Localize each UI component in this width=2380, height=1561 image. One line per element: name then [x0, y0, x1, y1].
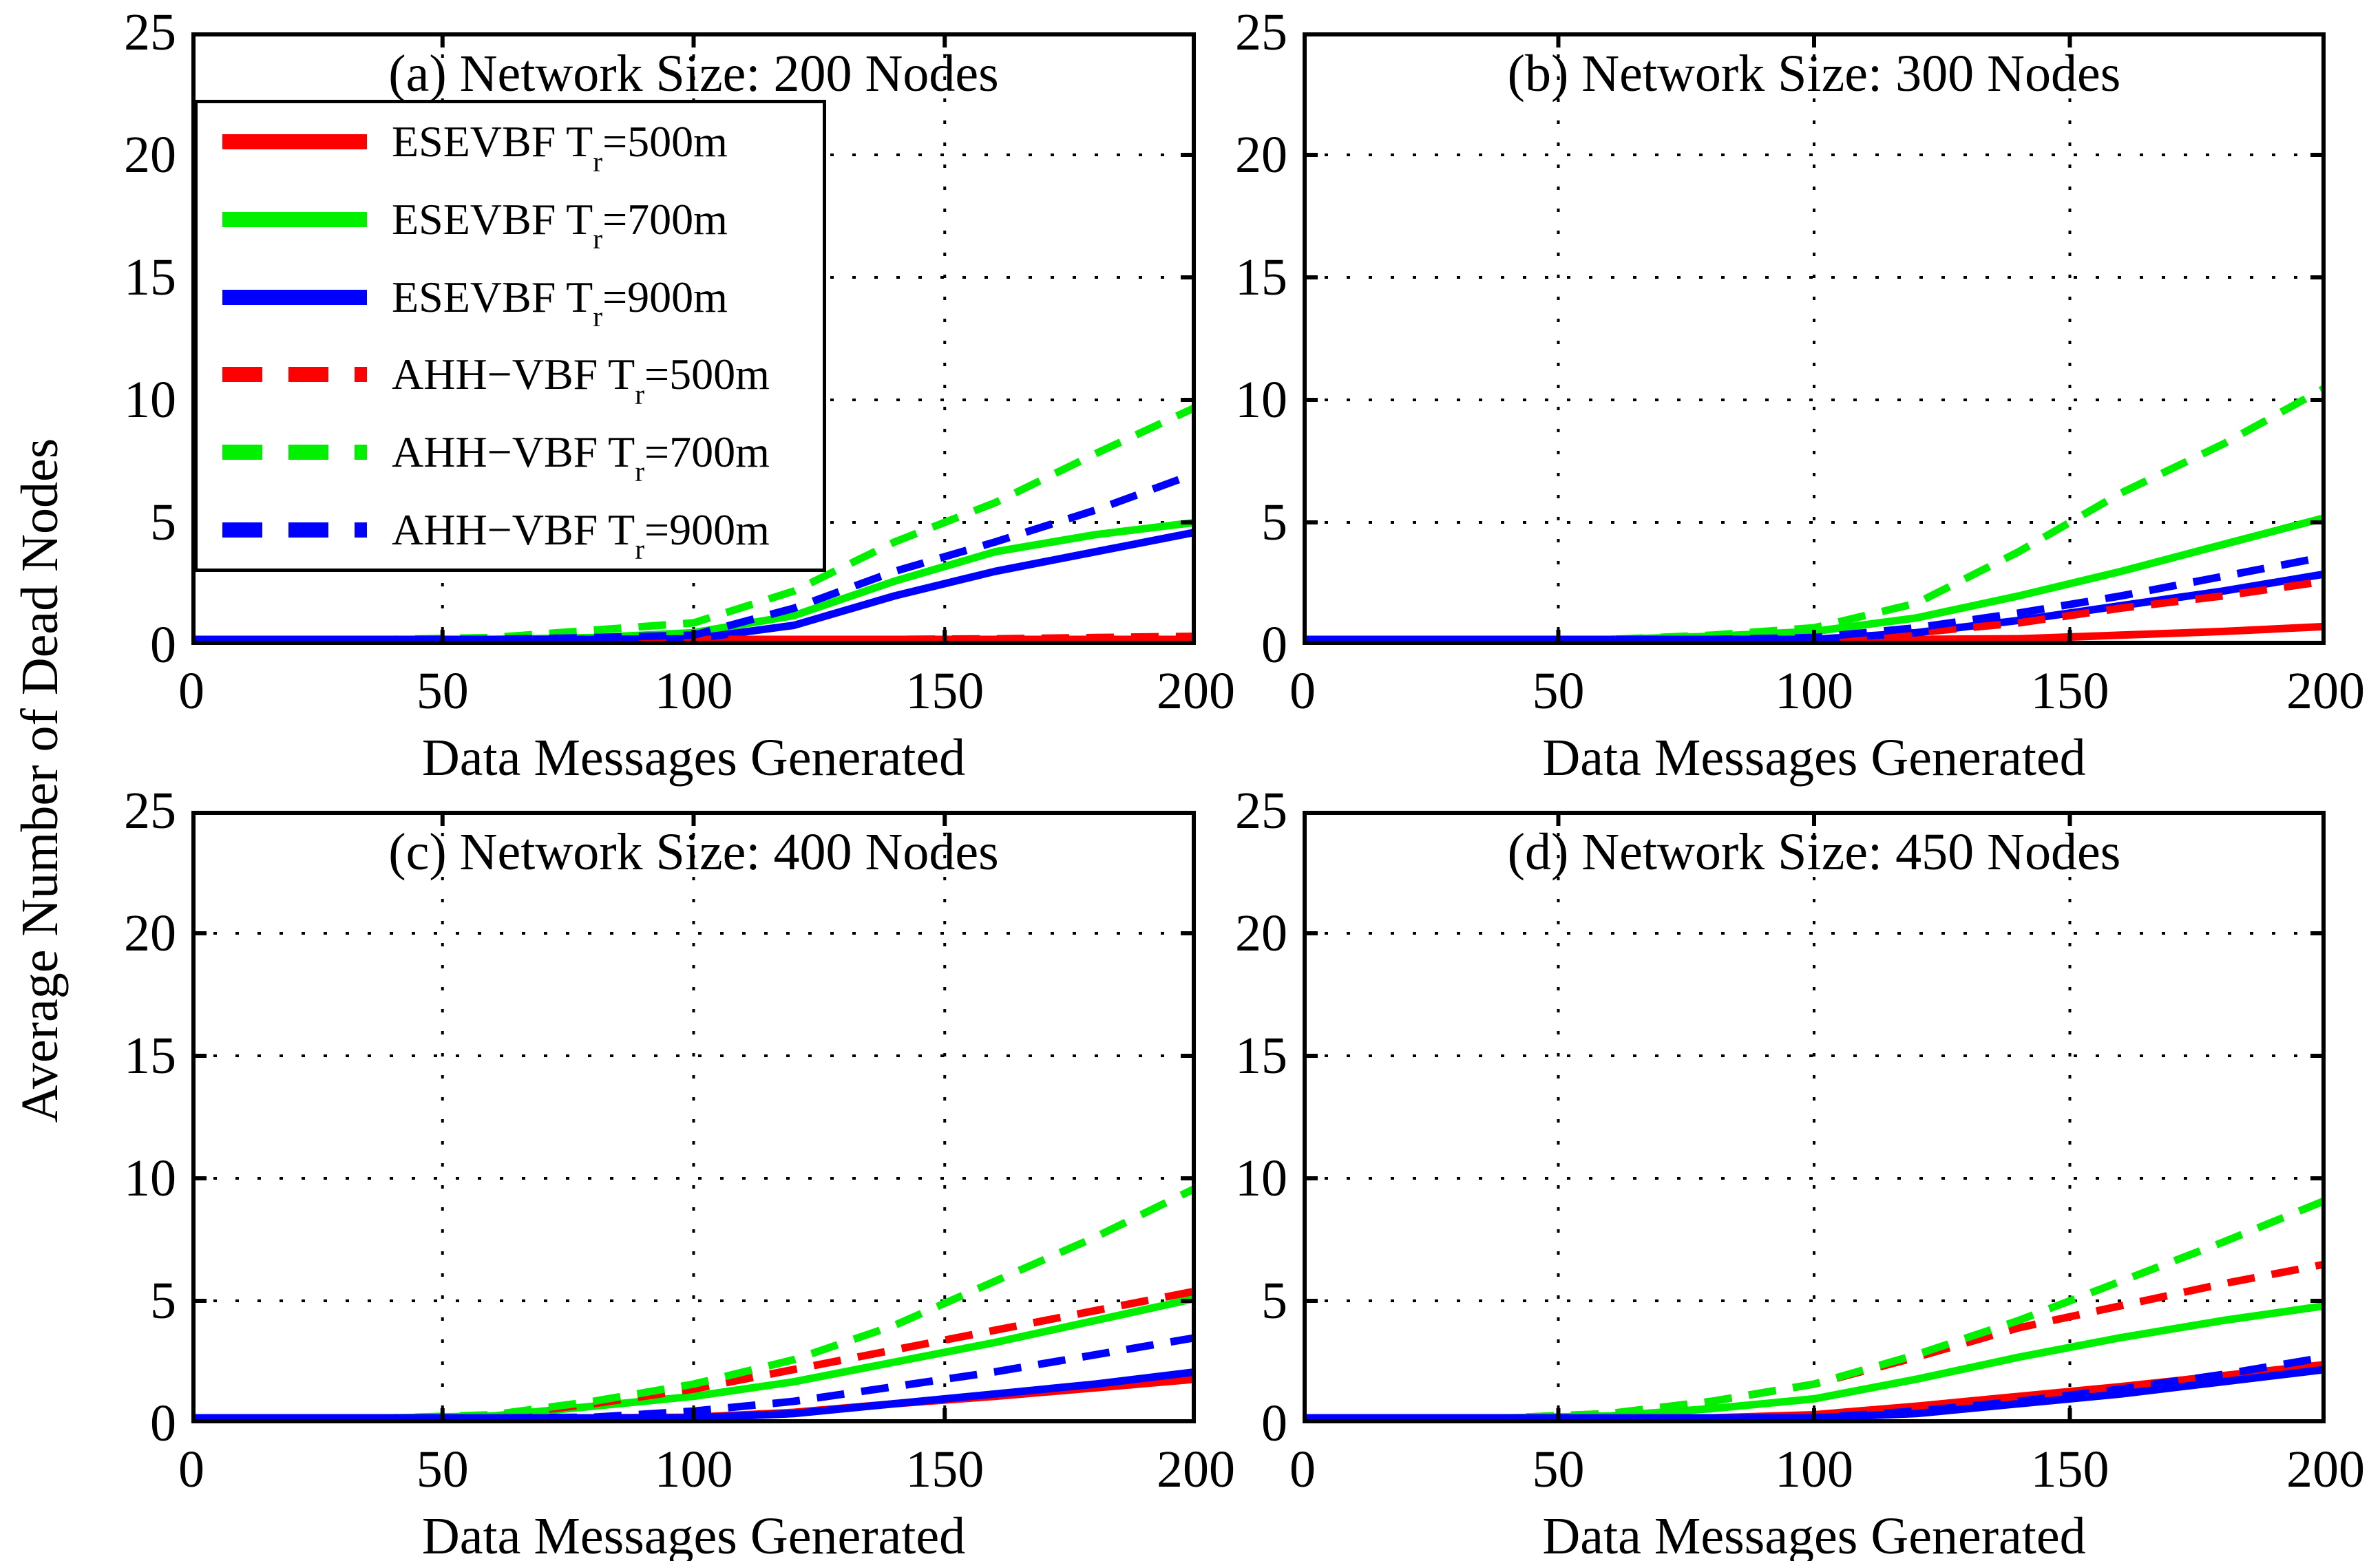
x-axis-label-c: Data Messages Generated: [421, 1507, 966, 1561]
x-tick-label: 200: [2286, 662, 2365, 720]
axis-frame: [1303, 32, 2326, 645]
legend-item: ESEVBF Tr=900m: [198, 261, 823, 334]
plot-area-d: [1303, 811, 2326, 1423]
x-axis-label-d: Data Messages Generated: [1542, 1507, 2086, 1561]
x-tick-label: 0: [178, 1441, 204, 1498]
y-tick-label: 0: [1261, 616, 1287, 674]
y-tick-label: 5: [150, 493, 176, 551]
legend-item-label: AHH−VBF Tr=900m: [392, 505, 770, 565]
x-tick-label: 100: [654, 1441, 733, 1498]
series-esevbf-tr-700m: [1303, 513, 2326, 644]
x-tick-label: 200: [2286, 1441, 2365, 1498]
x-tick-label: 150: [905, 1441, 984, 1498]
legend-item: AHH−VBF Tr=900m: [198, 493, 823, 566]
x-tick-label: 0: [178, 662, 204, 720]
y-tick-label: 10: [124, 371, 176, 429]
x-tick-label: 50: [416, 1441, 469, 1498]
legend-line-sample: [222, 289, 367, 305]
axis-frame: [1303, 811, 2326, 1423]
legend-item: ESEVBF Tr=700m: [198, 183, 823, 256]
legend-item: ESEVBF Tr=500m: [198, 105, 823, 178]
legend-line-sample: [222, 367, 367, 383]
y-tick-label: 15: [124, 248, 176, 306]
y-tick-label: 20: [124, 904, 176, 962]
legend-item-label: ESEVBF Tr=500m: [392, 117, 728, 178]
plot-area-c: [191, 811, 1196, 1423]
legend-item-label: AHH−VBF Tr=700m: [392, 427, 770, 488]
y-tick-label: 20: [1235, 904, 1287, 962]
legend-line-sample: [222, 211, 367, 227]
legend-item-label: ESEVBF Tr=700m: [392, 194, 728, 255]
y-tick-label: 15: [124, 1027, 176, 1085]
x-tick-label: 50: [1532, 1441, 1585, 1498]
x-tick-label: 50: [1532, 662, 1585, 720]
legend: ESEVBF Tr=500m ESEVBF Tr=700m ESEVBF Tr=90…: [194, 100, 826, 572]
series-ahh-vbf-tr-700m: [1303, 384, 2326, 644]
legend-item: AHH−VBF Tr=700m: [198, 416, 823, 489]
y-tick-label: 0: [150, 1394, 176, 1452]
x-tick-label: 200: [1157, 662, 1235, 720]
axis-frame: [191, 811, 1196, 1423]
y-tick-label: 0: [150, 616, 176, 674]
legend-item: AHH−VBF Tr=500m: [198, 338, 823, 411]
series-ahh-vbf-tr-700m: [191, 1185, 1196, 1422]
legend-line-sample: [222, 444, 367, 460]
x-tick-label: 150: [2030, 662, 2109, 720]
x-tick-label: 200: [1157, 1441, 1235, 1498]
y-tick-label: 20: [1235, 126, 1287, 184]
y-tick-label: 5: [1261, 1272, 1287, 1330]
y-tick-label: 0: [1261, 1394, 1287, 1452]
y-tick-label: 10: [124, 1149, 176, 1207]
y-tick-label: 25: [124, 782, 176, 840]
series-ahh-vbf-tr-700m: [191, 403, 1196, 644]
y-tick-label: 25: [1235, 782, 1287, 840]
plot-area-b: [1303, 32, 2326, 645]
x-axis-label-b: Data Messages Generated: [1542, 729, 2086, 787]
plot-area-a: [191, 32, 1196, 645]
x-tick-label: 50: [416, 662, 469, 720]
y-tick-label: 15: [1235, 1027, 1287, 1085]
axis-frame: [191, 32, 1196, 645]
x-tick-label: 100: [1775, 1441, 1853, 1498]
x-tick-label: 100: [1775, 662, 1853, 720]
x-tick-label: 150: [905, 662, 984, 720]
legend-item-label: AHH−VBF Tr=500m: [392, 350, 770, 410]
x-axis-label-a: Data Messages Generated: [421, 729, 966, 787]
legend-item-label: ESEVBF Tr=900m: [392, 272, 728, 332]
series-ahh-vbf-tr-700m: [1303, 1196, 2326, 1422]
y-tick-label: 15: [1235, 248, 1287, 306]
x-tick-label: 150: [2030, 1441, 2109, 1498]
y-tick-label: 5: [150, 1272, 176, 1330]
y-tick-label: 20: [124, 126, 176, 184]
x-tick-label: 0: [1289, 1441, 1316, 1498]
x-tick-label: 100: [654, 662, 733, 720]
legend-line-sample: [222, 522, 367, 538]
y-tick-label: 10: [1235, 1149, 1287, 1207]
series-esevbf-tr-700m: [191, 1295, 1196, 1422]
y-tick-label: 25: [124, 3, 176, 61]
y-tick-label: 25: [1235, 3, 1287, 61]
legend-line-sample: [222, 134, 367, 150]
x-tick-label: 0: [1289, 662, 1316, 720]
series-ahh-vbf-tr-500m: [191, 1287, 1196, 1422]
y-tick-label: 10: [1235, 371, 1287, 429]
y-tick-label: 5: [1261, 493, 1287, 551]
